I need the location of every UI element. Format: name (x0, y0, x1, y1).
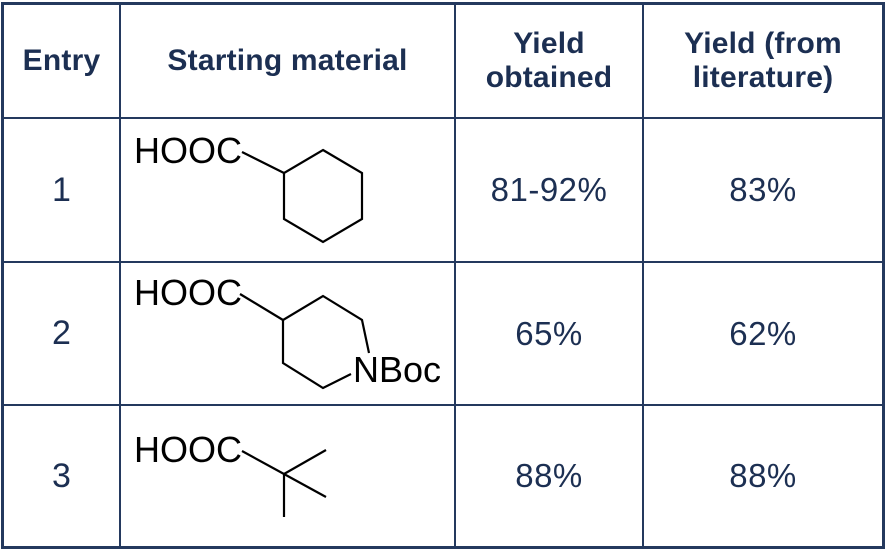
table-row-2-yield-literature: 62% (644, 263, 882, 406)
yield-literature-value: 62% (729, 314, 797, 352)
header-starting-material-label: Starting material (167, 43, 408, 77)
acid-label: HOOC (134, 272, 242, 313)
header-starting-material: Starting material (121, 5, 456, 119)
yield-obtained-value: 65% (515, 314, 583, 352)
yield-obtained-value: 88% (515, 457, 583, 494)
table-row-3-yield-obtained: 88% (456, 406, 644, 546)
acid-label: HOOC (134, 130, 242, 171)
table-row-1-entry: 1 (4, 119, 121, 263)
n-substituent-label: NBoc (353, 349, 441, 390)
methyl-bond-lower (283, 473, 327, 498)
header-entry-label: Entry (22, 43, 101, 77)
header-entry: Entry (4, 5, 121, 119)
acid-label: HOOC (134, 429, 242, 470)
header-yield-literature-label: Yield (from literature) (684, 26, 842, 95)
yield-literature-value: 83% (729, 171, 797, 208)
table-row-1-structure: HOOC (121, 119, 456, 263)
cyclohexane-ring (282, 148, 364, 244)
bond-line (239, 293, 284, 321)
yield-literature-value: 88% (729, 457, 797, 494)
entry-number: 2 (52, 314, 71, 352)
header-yield-obtained-label: Yield obtained (485, 26, 613, 95)
table-row-1-yield-literature: 83% (644, 119, 882, 263)
entry-number: 3 (52, 456, 71, 495)
methyl-bond-upper (283, 449, 327, 475)
bond-line (241, 151, 285, 174)
bond-line (241, 450, 285, 475)
yield-obtained-value: 81-92% (490, 171, 608, 208)
header-yield-literature: Yield (from literature) (644, 5, 882, 119)
structure-cyclohexanecarboxylic-acid: HOOC (134, 130, 364, 244)
table-row-3-structure: HOOC (121, 406, 456, 546)
structure-n-boc-piperidine-4-carboxylic-acid: HOOC NBoc (134, 272, 441, 390)
header-yield-obtained: Yield obtained (456, 5, 644, 119)
table-row-2-yield-obtained: 65% (456, 263, 644, 406)
piperidine-ring (281, 294, 371, 390)
table-row-2-entry: 2 (4, 263, 121, 406)
entry-number: 1 (52, 170, 71, 209)
table-row-3-entry: 3 (4, 406, 121, 546)
table-row-2-structure: HOOC NBoc (121, 263, 456, 406)
table-row-3-yield-literature: 88% (644, 406, 882, 546)
table-row-1-yield-obtained: 81-92% (456, 119, 644, 263)
structure-pivalic-acid: HOOC (134, 429, 327, 517)
